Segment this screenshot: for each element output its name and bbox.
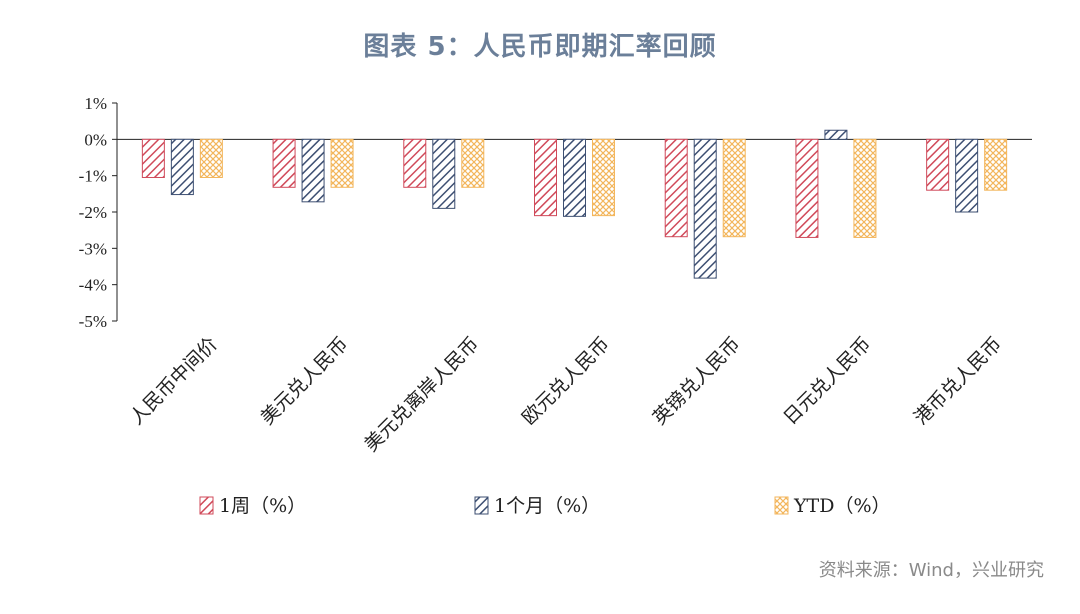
bar [432,138,456,209]
y-tick-label: 0% [84,130,107,149]
category-label: 英镑兑人民币 [649,333,745,429]
y-tick-label: -1% [79,167,107,186]
bar [926,138,950,191]
legend-swatch [474,496,489,515]
legend-swatch [774,496,789,515]
y-tick-label: 1% [84,94,107,113]
y-tick-label: -3% [79,239,107,258]
legend-label: 1个月（%） [494,495,600,517]
legend-label: 1周（%） [219,495,306,517]
bar [330,138,354,188]
bar [199,138,223,178]
bar [955,138,979,213]
bar [664,138,688,238]
bar [853,138,877,238]
bar [722,138,746,238]
bar [170,138,194,196]
y-tick-label: -2% [79,203,107,222]
category-label: 美元兑人民币 [256,333,352,429]
bar [272,138,296,188]
bar [984,138,1008,191]
y-tick-label: -4% [79,276,107,295]
category-label: 美元兑离岸人民币 [360,333,483,456]
bar [795,138,819,238]
bar [141,138,165,178]
bar [301,138,325,203]
source-note: 资料来源：Wind，兴业研究 [818,560,1044,581]
bar [534,138,557,217]
bar [563,138,586,217]
legend-label: YTD（%） [793,495,891,517]
bar [592,138,615,217]
bars-group [141,129,1008,279]
chart-title: 图表 5：人民币即期汇率回顾 [363,32,717,62]
category-label: 欧元兑人民币 [518,333,614,429]
bar [461,138,485,188]
bar [824,129,848,140]
category-label: 人民币中间价 [126,333,222,429]
legend: 1周（%） 1个月（%） YTD（%） [199,495,891,517]
bar [403,138,427,188]
legend-swatch [199,496,214,515]
category-label: 日元兑人民币 [779,333,875,429]
bar [693,138,717,279]
category-labels: 人民币中间价 美元兑人民币 美元兑离岸人民币 欧元兑人民币 英镑兑人民币 日元兑人民币 港币… [126,333,1006,456]
y-tick-label: -5% [79,312,107,331]
category-label: 港币兑人民币 [910,333,1006,429]
